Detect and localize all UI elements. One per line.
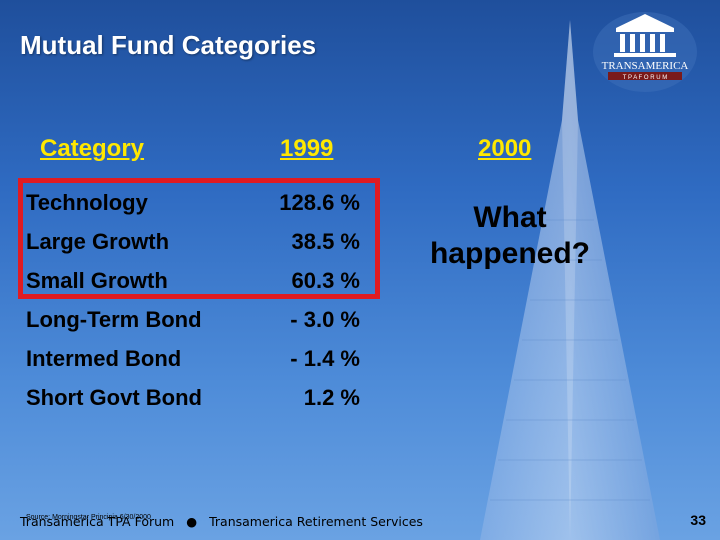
highlight-box bbox=[18, 178, 380, 299]
row-label-technology: Technology bbox=[26, 190, 148, 215]
transamerica-pyramid-image bbox=[480, 20, 660, 540]
footer: Transamerica TPA Forum ● Transamerica Re… bbox=[20, 514, 423, 529]
svg-text:TRANSAMERICA: TRANSAMERICA bbox=[602, 60, 689, 72]
header-1999: 1999 bbox=[280, 135, 334, 162]
row-label-short-govt-bond: Short Govt Bond bbox=[26, 385, 202, 410]
page-number: 33 bbox=[690, 512, 706, 528]
header-category: Category bbox=[40, 135, 145, 162]
row-label-long-term-bond: Long-Term Bond bbox=[26, 307, 202, 332]
row-value-large-growth: 38.5 % bbox=[291, 229, 361, 254]
row-label-large-growth: Large Growth bbox=[26, 229, 170, 254]
row-value-long-term-bond: - 3.0 % bbox=[290, 307, 360, 332]
header-2000: 2000 bbox=[478, 135, 532, 162]
svg-text:T P A F O R U M: T P A F O R U M bbox=[623, 75, 667, 81]
slide-title: Mutual Fund Categories bbox=[20, 30, 317, 60]
footer-separator: ● bbox=[186, 514, 198, 529]
question-text: What happened? bbox=[429, 201, 590, 270]
row-label-small-growth: Small Growth bbox=[26, 268, 168, 293]
source-note: Source: Morningstar Principia 6/30/2000 bbox=[26, 514, 151, 521]
row-label-intermed-bond: Intermed Bond bbox=[26, 346, 182, 371]
row-value-small-growth: 60.3 % bbox=[291, 268, 361, 293]
footer-left: Transamerica TPA Forum bbox=[20, 514, 175, 529]
footer-right: Transamerica Retirement Services bbox=[209, 514, 423, 529]
transamerica-logo: TRANSAMERICA T P A F O R U M bbox=[593, 12, 697, 92]
row-value-intermed-bond: - 1.4 % bbox=[290, 346, 360, 371]
row-value-short-govt-bond: 1.2 % bbox=[303, 385, 360, 410]
row-value-technology: 128.6 % bbox=[279, 190, 360, 215]
